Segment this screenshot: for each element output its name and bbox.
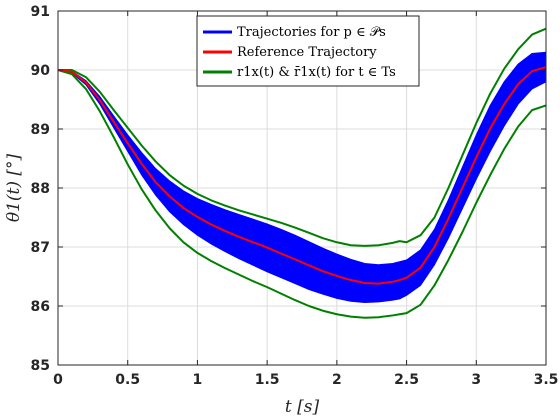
lower-bound-line <box>57 69 547 319</box>
upper-bound-line <box>58 27 547 247</box>
y-tick-label: 87 <box>31 240 50 256</box>
x-tick-label: 2 <box>332 372 342 388</box>
x-tick-label: 3.5 <box>534 372 559 388</box>
y-tick-label: 86 <box>31 299 50 315</box>
legend-label-trajectories: Trajectories for p ∈ 𝒫s <box>237 25 386 40</box>
x-tick-label: 2.5 <box>394 372 419 388</box>
y-tick-label: 85 <box>31 358 50 374</box>
y-tick-label: 90 <box>31 63 51 79</box>
reference-trajectory-line <box>57 66 547 285</box>
x-tick-label: 0 <box>53 372 63 388</box>
x-tick-label: 1.5 <box>255 372 280 388</box>
ticks <box>57 10 547 366</box>
legend-label-reference: Reference Trajectory <box>237 45 377 60</box>
series-layer <box>57 27 547 319</box>
legend-label-bounds: r1x(t) & r̄1x(t) for t ∈ Ts <box>237 65 396 80</box>
legend-box <box>196 15 420 87</box>
y-tick-label: 91 <box>31 4 50 20</box>
x-axis-label: t [s] <box>285 397 320 417</box>
y-axis-label: θ1(t) [°] <box>4 153 24 222</box>
y-tick-label: 88 <box>31 181 50 197</box>
x-tick-label: 3 <box>471 372 481 388</box>
x-tick-label: 0.5 <box>115 372 140 388</box>
x-tick-label: 1 <box>193 372 203 388</box>
tick-labels: 0 0.5 1 1.5 2 2.5 3 3.5 85 86 87 88 89 90 91 <box>31 4 559 388</box>
legend: Trajectories for p ∈ 𝒫s Reference Trajec… <box>196 15 420 87</box>
y-tick-label: 89 <box>31 122 50 138</box>
